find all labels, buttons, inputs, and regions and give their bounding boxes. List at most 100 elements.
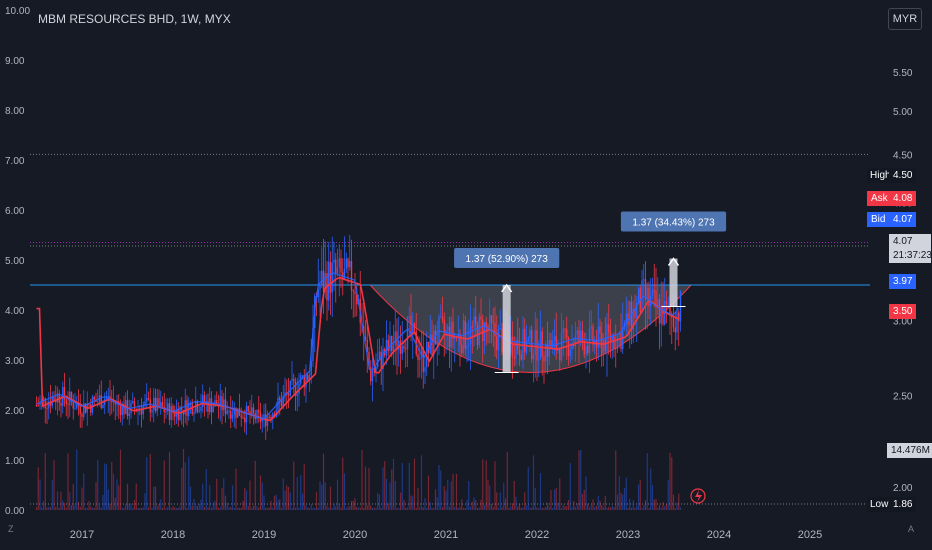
volume-bar	[111, 462, 113, 510]
volume-bar	[349, 506, 351, 510]
volume-bar	[357, 507, 360, 510]
volume-bar	[399, 492, 402, 510]
volume-bar	[303, 464, 305, 510]
volume-bar	[212, 502, 214, 510]
left-price-axis[interactable]: 10.00 9.00 8.00 7.00 6.00 5.00 4.00 3.00 2.00 1.0…	[5, 6, 30, 517]
candle-body	[569, 349, 571, 357]
axis-scale-right[interactable]: A	[908, 524, 915, 534]
volume-bar	[499, 492, 501, 510]
volume-bar	[511, 503, 514, 510]
candle-body	[438, 316, 440, 343]
volume-bar	[249, 480, 251, 510]
candle-body	[44, 398, 46, 408]
candle-body	[447, 326, 449, 330]
candle-body	[658, 299, 661, 324]
candle-body	[35, 405, 38, 406]
candle-body	[42, 398, 45, 400]
volume-bar	[406, 507, 409, 510]
candle-body	[329, 261, 332, 293]
currency-button[interactable]: MYR	[888, 8, 922, 30]
volume-bar	[571, 507, 573, 510]
candle-body	[424, 367, 426, 372]
volume-bar	[559, 478, 561, 510]
candle-body	[202, 395, 204, 407]
candle-body	[100, 395, 102, 409]
candle-body	[478, 316, 480, 345]
volume-bar	[529, 507, 531, 510]
volume-bar	[550, 490, 552, 510]
volume-bar	[266, 507, 269, 510]
candle-body	[245, 405, 248, 423]
volume-bar	[580, 450, 582, 510]
volume-bar	[347, 506, 349, 510]
axis-scale-left[interactable]: Z	[8, 524, 14, 534]
volume-bar	[88, 501, 90, 510]
left-axis-tick: 4.00	[5, 306, 25, 317]
volume-bar	[436, 497, 438, 510]
candle-body	[469, 326, 472, 345]
volume-bar	[462, 507, 465, 510]
volume-bar	[422, 507, 424, 510]
candle-body	[258, 409, 260, 413]
volume-bar	[314, 507, 316, 510]
volume-bar	[151, 507, 153, 510]
volume-bar	[356, 506, 358, 510]
candle-body	[602, 339, 605, 354]
volume-bar	[384, 461, 386, 510]
measure-cup-depth-bar	[502, 285, 511, 373]
candle-body	[413, 323, 416, 332]
volume-bar	[562, 504, 564, 510]
candle-body	[168, 403, 171, 420]
volume-bar	[455, 473, 458, 510]
candle-body	[196, 401, 199, 412]
volume-bar	[333, 503, 335, 510]
volume-bar	[167, 507, 169, 510]
volume-bar	[224, 495, 227, 510]
flash-icon[interactable]	[690, 488, 706, 504]
candle-body	[613, 336, 615, 349]
candle-body	[441, 316, 444, 320]
candle-body	[454, 336, 456, 339]
volume-bar	[186, 507, 188, 510]
candle-body	[298, 383, 300, 394]
candle-body	[172, 406, 174, 414]
volume-bar	[123, 507, 125, 510]
candle-body	[497, 329, 500, 350]
candle-body	[81, 413, 83, 417]
volume-bar	[466, 499, 468, 510]
candle-body	[231, 414, 234, 419]
right-axis-tick: 3.00	[893, 317, 913, 328]
candle-body	[620, 332, 622, 349]
candle-body	[520, 354, 522, 360]
volume-bar	[447, 479, 449, 510]
volume-bar	[182, 448, 185, 510]
candle-body	[410, 315, 412, 335]
volume-bar	[118, 485, 120, 510]
volume-bar	[310, 504, 312, 510]
volume-bar	[37, 467, 39, 510]
volume-bar	[39, 479, 41, 510]
candle-body	[629, 301, 631, 326]
measure-tools[interactable]: 1.37 (52.90%) 273 1.37 (34.43%) 273	[454, 211, 727, 373]
candle-body	[452, 321, 454, 339]
volume-bar	[538, 507, 540, 510]
volume-bar	[679, 507, 682, 510]
candle-body	[525, 341, 528, 353]
volume-bar	[270, 501, 272, 510]
candle-body	[555, 336, 557, 351]
volume-bar	[468, 480, 470, 510]
candle-body	[489, 315, 491, 331]
volume-bar	[510, 506, 512, 510]
ma-fast-value: 3.97	[889, 274, 917, 289]
volume-bar	[494, 461, 496, 510]
volume-bar	[109, 503, 111, 510]
candle-body	[545, 344, 547, 362]
volume-bar	[660, 507, 662, 510]
volume-bar	[657, 508, 659, 510]
volume-bar	[382, 467, 384, 510]
volume-bar	[315, 492, 318, 510]
candle-body	[174, 413, 176, 417]
time-axis[interactable]: 2017 2018 2019 2020 2021 2022 2023 2024 2025	[70, 529, 822, 541]
